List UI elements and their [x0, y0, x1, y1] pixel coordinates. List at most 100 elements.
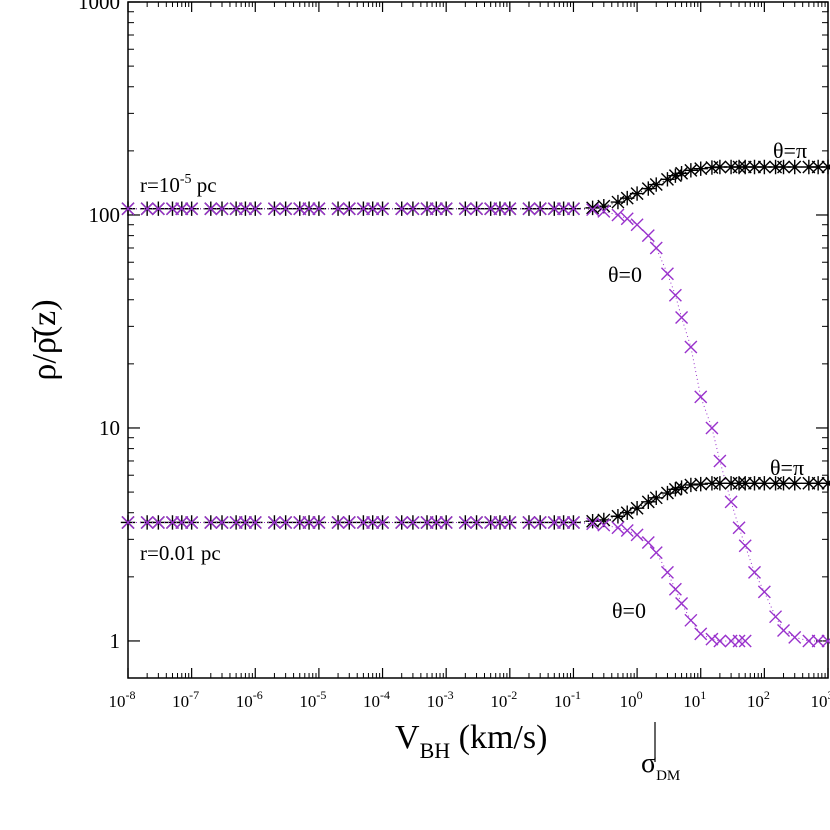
marker	[585, 513, 600, 529]
marker	[395, 202, 409, 216]
x-tick-label-base: 10	[683, 692, 700, 711]
marker	[151, 202, 165, 216]
marker	[596, 198, 612, 214]
marker	[776, 159, 791, 175]
marker	[660, 565, 674, 579]
marker	[406, 202, 420, 216]
marker	[238, 202, 252, 216]
marker	[738, 634, 752, 648]
annotation: r=10-5 pc	[140, 172, 217, 197]
x-tick-label: 10-5	[299, 688, 326, 711]
x-axis-label: VBH (km/s)	[395, 719, 547, 763]
marker	[557, 515, 571, 529]
marker	[121, 515, 135, 529]
x-tick-label-exp: -1	[571, 688, 581, 702]
marker	[302, 515, 316, 529]
series-line	[128, 208, 828, 642]
marker	[683, 163, 699, 178]
marker	[660, 172, 675, 187]
marker	[668, 288, 682, 302]
marker	[331, 202, 345, 216]
marker	[522, 202, 536, 216]
x-tick-label: 10-1	[554, 688, 581, 711]
marker	[693, 161, 708, 176]
marker	[787, 159, 802, 175]
marker	[683, 477, 699, 493]
marker	[611, 208, 625, 222]
marker	[757, 585, 771, 599]
series-line	[128, 482, 828, 523]
marker	[674, 166, 689, 181]
marker	[674, 480, 689, 495]
x-tick-label-base: 10	[427, 692, 444, 711]
marker	[712, 476, 728, 491]
marker	[620, 505, 635, 520]
y-tick-label: 100	[89, 203, 121, 227]
marker	[248, 202, 262, 216]
marker	[668, 482, 683, 497]
x-tick-label: 10-3	[427, 688, 454, 711]
marker	[768, 159, 783, 175]
marker	[649, 177, 664, 192]
marker	[787, 476, 802, 491]
marker	[356, 202, 370, 216]
marker	[629, 186, 645, 201]
marker	[802, 634, 816, 648]
marker	[175, 515, 189, 529]
x-tick-label: 10-7	[172, 688, 199, 711]
marker	[820, 159, 830, 175]
marker	[641, 535, 655, 549]
marker	[165, 515, 179, 529]
marker	[439, 202, 453, 216]
marker	[704, 160, 720, 175]
x-tick-label-base: 10	[554, 692, 571, 711]
marker	[620, 212, 634, 226]
x-tick-label-base: 10	[811, 692, 828, 711]
marker	[660, 485, 675, 501]
marker	[693, 476, 708, 492]
marker	[801, 159, 817, 175]
annotation: r=0.01 pc	[140, 541, 221, 565]
marker	[566, 202, 580, 216]
marker	[649, 546, 663, 560]
y-tick-label: 10	[99, 416, 120, 440]
x-tick-label-exp: -7	[189, 688, 199, 702]
marker	[668, 582, 682, 596]
y-tick-label: 1000	[78, 0, 120, 14]
y-tick-label: 1	[110, 629, 121, 653]
marker	[342, 202, 356, 216]
x-tick-label: 10-8	[109, 688, 136, 711]
x-tick-label-base: 10	[172, 692, 189, 711]
x-tick-label: 102	[747, 688, 770, 711]
marker	[684, 340, 698, 354]
marker	[641, 181, 656, 196]
marker	[557, 202, 571, 216]
marker	[738, 476, 753, 491]
marker	[713, 454, 727, 468]
marker	[757, 159, 772, 175]
marker	[493, 202, 507, 216]
marker	[267, 202, 281, 216]
marker	[810, 159, 826, 175]
marker	[429, 515, 443, 529]
x-tick-label-exp: 0	[637, 688, 643, 702]
x-tick-label-base: 10	[490, 692, 507, 711]
marker	[630, 528, 644, 542]
marker	[776, 476, 791, 491]
marker	[175, 202, 189, 216]
marker	[522, 515, 536, 529]
annotation: σDM	[641, 748, 680, 784]
marker	[704, 476, 720, 491]
marker	[748, 565, 762, 579]
x-tick-label-exp: -6	[253, 688, 263, 702]
marker	[694, 627, 708, 641]
marker	[470, 515, 484, 529]
marker	[229, 202, 243, 216]
marker	[547, 202, 561, 216]
marker	[788, 630, 802, 644]
marker	[366, 515, 380, 529]
marker	[458, 515, 472, 529]
marker	[185, 202, 199, 216]
marker	[586, 203, 600, 217]
x-tick-label-base: 10	[109, 692, 126, 711]
